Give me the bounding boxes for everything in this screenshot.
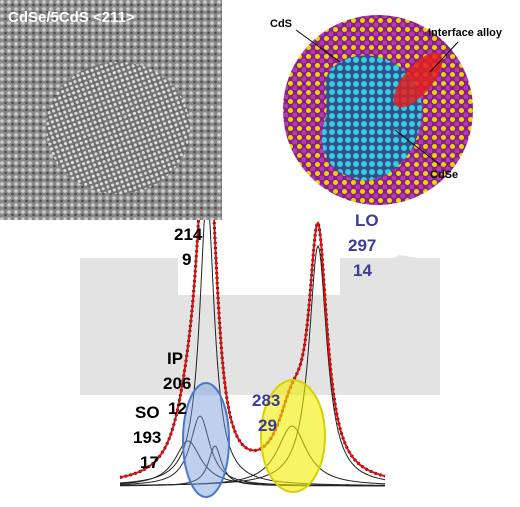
tem-label: CdSe/5CdS <211> bbox=[8, 9, 135, 26]
shell-label: CdS bbox=[270, 18, 292, 30]
peak-width: 29 bbox=[258, 416, 277, 435]
mode-label: SO bbox=[135, 403, 160, 422]
core-model bbox=[321, 55, 422, 181]
component-fit bbox=[120, 194, 385, 486]
peak-position: 206 bbox=[163, 374, 191, 393]
core-label: CdSe bbox=[430, 169, 458, 181]
component-fit bbox=[120, 445, 385, 487]
highlight-ellipse bbox=[260, 379, 326, 493]
highlight-ellipse bbox=[182, 382, 230, 498]
total-fit bbox=[119, 98, 386, 479]
peak-width: 17 bbox=[140, 453, 159, 472]
peak-position: 283 bbox=[252, 391, 280, 410]
background-shape bbox=[80, 258, 440, 395]
nanocrystal-lattice bbox=[46, 62, 190, 194]
mode-label: LO bbox=[355, 211, 379, 230]
pointer-line bbox=[394, 129, 441, 166]
interface-label: Interface alloy bbox=[428, 27, 503, 39]
interface-region bbox=[393, 52, 443, 108]
pointer-line bbox=[429, 41, 459, 73]
peak-labels: LO 297 14 214 9 IP 206 12 SO 193 17 283 … bbox=[133, 211, 379, 472]
peak-width: 12 bbox=[168, 399, 187, 418]
peak-width: 14 bbox=[353, 261, 372, 280]
background-shape bbox=[340, 255, 440, 275]
pointer-line bbox=[295, 29, 341, 63]
spectrum bbox=[119, 97, 386, 487]
peak-position: 297 bbox=[348, 236, 376, 255]
peak-position: 214 bbox=[174, 225, 203, 244]
mode-label: IP bbox=[167, 349, 183, 368]
peak-position: 193 bbox=[133, 428, 161, 447]
peak-width: 9 bbox=[182, 250, 191, 269]
